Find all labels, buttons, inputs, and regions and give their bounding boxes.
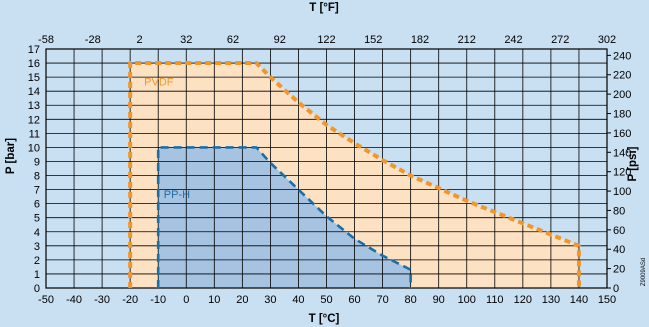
x-bottom-tick-label: 80 [405, 294, 417, 306]
series-labels: PVDF PP-H [144, 77, 190, 201]
y-left-tick-label: 10 [28, 142, 40, 154]
y-right-tick-label: 60 [613, 225, 625, 237]
y-right-tick-label: 120 [613, 167, 631, 179]
y-left-tick-label: 13 [28, 100, 40, 112]
y-right-tick-label: 240 [613, 50, 631, 62]
y-left-tick-label: 5 [34, 213, 40, 225]
x-top-tick-label: 182 [411, 34, 429, 46]
x-bottom-tick-label: 150 [598, 294, 616, 306]
x-bottom-tick-label: -10 [150, 294, 166, 306]
y-right-tick-label: 80 [613, 205, 625, 217]
series-line-pp-h [156, 146, 412, 288]
x-top-tick-label: 272 [551, 34, 569, 46]
y-right-tick-label: 0 [613, 283, 619, 295]
x-bottom-tick-label: 10 [208, 294, 220, 306]
x-top-tick-label: -28 [85, 34, 101, 46]
plot-frame [45, 48, 608, 289]
x-bottom-axis-title: T [°C] [309, 313, 340, 325]
x-top-tick-label: 212 [458, 34, 476, 46]
x-bottom-tick-label: 90 [433, 294, 445, 306]
x-bottom-tick-label: -50 [38, 294, 54, 306]
series-line-pvdf [128, 61, 581, 288]
x-bottom-tick-label: 140 [570, 294, 588, 306]
series-lines [128, 61, 581, 288]
x-bottom-tick-label: 120 [514, 294, 532, 306]
y-right-axis-title: P [psi] [627, 146, 639, 181]
y-left-tick-label: 12 [28, 114, 40, 126]
x-bottom-tick-label: 50 [320, 294, 332, 306]
x-top-tick-label: -58 [38, 34, 54, 46]
x-bottom-tick-label: 60 [348, 294, 360, 306]
y-left-tick-label: 7 [34, 185, 40, 197]
y-right-tick-label: 160 [613, 128, 631, 140]
y-left-tick-label: 4 [34, 227, 40, 239]
x-top-tick-label: 302 [598, 34, 616, 46]
y-left-tick-label: 1 [34, 269, 40, 281]
y-right-tick-label: 140 [613, 147, 631, 159]
x-bottom-tick-label: 130 [542, 294, 560, 306]
y-left-axis-title: P [bar] [5, 138, 17, 174]
x-top-tick-label: 242 [504, 34, 522, 46]
x-top-tick-label: 92 [274, 34, 286, 46]
x-top-axis-title: T [°F] [309, 2, 339, 14]
x-top-tick-label: 152 [364, 34, 382, 46]
tick-labels: -50 -40 -30 -20 -10 0 10 20 30 40 50 60 70 80 90 100 110… [28, 34, 632, 306]
grid [45, 48, 608, 289]
x-bottom-tick-label: -30 [94, 294, 110, 306]
y-left-tick-label: 16 [28, 58, 40, 70]
y-left-tick-label: 0 [34, 283, 40, 295]
x-top-tick-label: 122 [317, 34, 335, 46]
y-left-tick-label: 3 [34, 241, 40, 253]
x-top-tick-label: 62 [227, 34, 239, 46]
y-left-tick-label: 8 [34, 171, 40, 183]
y-left-tick-label: 6 [34, 199, 40, 211]
y-right-tick-label: 40 [613, 244, 625, 256]
reference-code: Z9009ASd [641, 258, 647, 286]
y-left-tick-label: 14 [28, 86, 40, 98]
x-bottom-tick-label: 110 [486, 294, 504, 306]
y-right-tick-label: 200 [613, 89, 631, 101]
x-bottom-tick-label: -40 [66, 294, 82, 306]
y-left-tick-label: 11 [29, 128, 40, 140]
x-bottom-tick-label: 0 [183, 294, 189, 306]
x-bottom-tick-label: 70 [376, 294, 388, 306]
y-right-tick-label: 100 [613, 186, 631, 198]
series-label-pvdf: PVDF [144, 77, 174, 89]
y-left-tick-label: 15 [28, 72, 40, 84]
x-top-tick-label: 32 [180, 34, 192, 46]
y-right-tick-label: 180 [613, 109, 631, 121]
y-left-tick-label: 17 [28, 44, 40, 56]
x-bottom-tick-label: 100 [458, 294, 476, 306]
x-bottom-tick-label: 20 [236, 294, 248, 306]
series-label-pp-h: PP-H [164, 189, 190, 201]
y-left-tick-label: 2 [34, 255, 40, 267]
x-bottom-tick-label: 40 [292, 294, 304, 306]
x-top-tick-label: 2 [136, 34, 142, 46]
y-right-tick-label: 220 [613, 70, 631, 82]
x-bottom-tick-label: -20 [122, 294, 138, 306]
y-right-tick-label: 20 [613, 264, 625, 276]
y-left-tick-label: 9 [34, 156, 40, 168]
x-bottom-tick-label: 30 [264, 294, 276, 306]
